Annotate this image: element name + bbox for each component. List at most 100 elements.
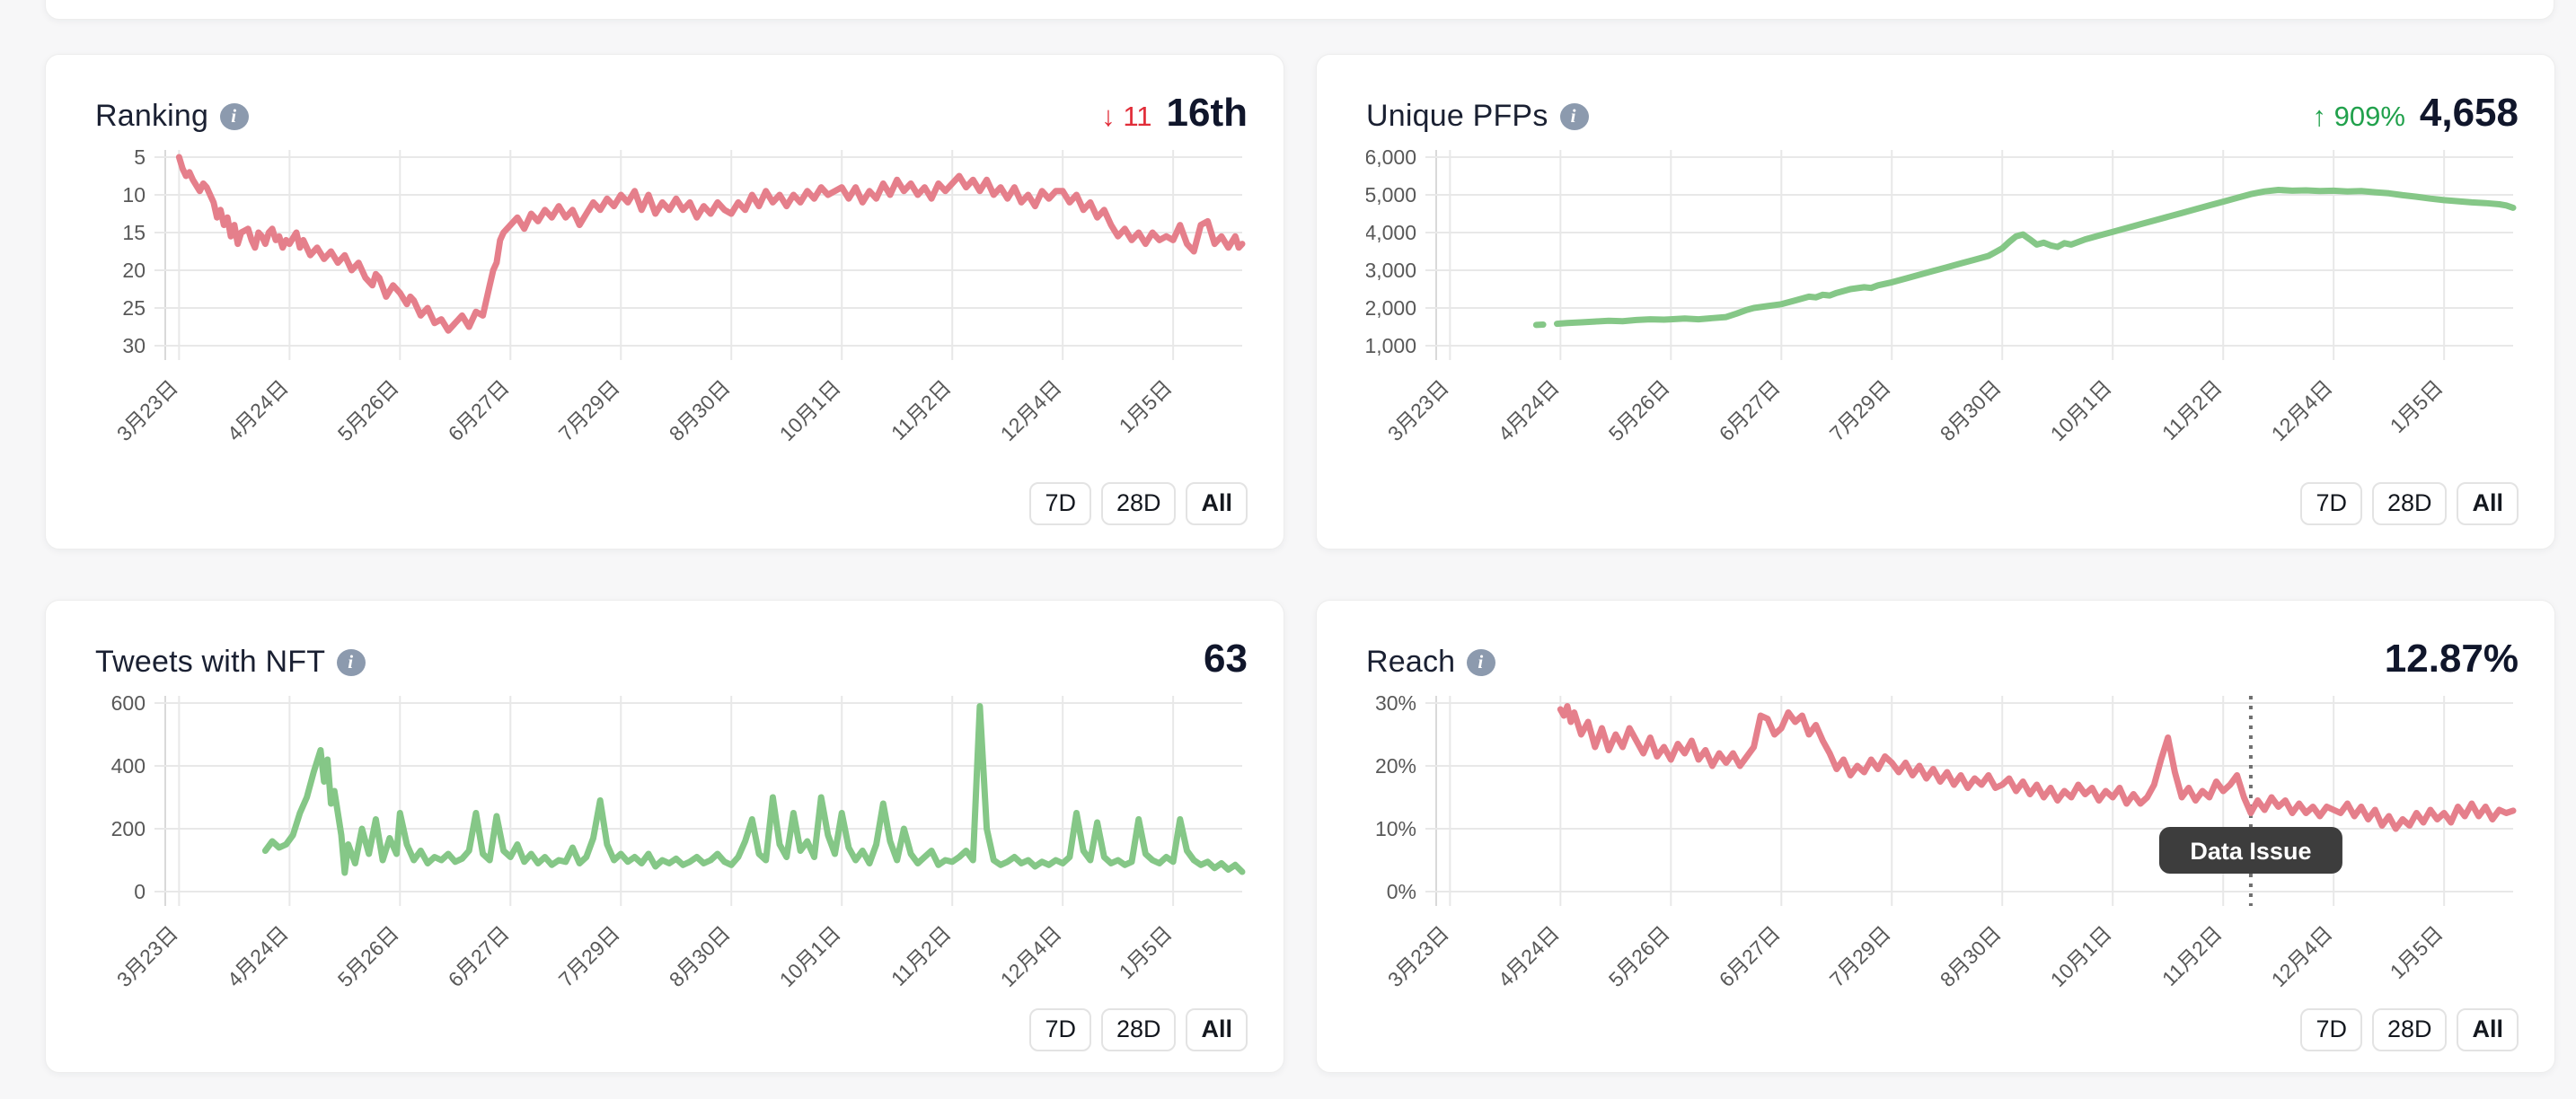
svg-text:30%: 30% [1375, 692, 1416, 715]
range-all-button[interactable]: All [1186, 1008, 1248, 1051]
unique-pfps-card: Unique PFPs ↑ 909% 4,658 3月23日 4月24日 5月26日… [1316, 54, 2555, 550]
svg-text:400: 400 [111, 754, 146, 778]
svg-text:5,000: 5,000 [1366, 183, 1416, 207]
svg-text:10: 10 [122, 183, 146, 207]
svg-text:1月5日: 1月5日 [2386, 921, 2448, 983]
range-all-button[interactable]: All [2457, 1008, 2519, 1051]
change-badge: ↓ 11 [1101, 101, 1152, 132]
svg-text:25: 25 [122, 296, 146, 320]
svg-text:10%: 10% [1375, 817, 1416, 840]
time-range-selector: 7D 28D All [2300, 1008, 2519, 1055]
svg-text:8月30日: 8月30日 [1936, 921, 2006, 991]
time-range-selector: 7D 28D All [1029, 482, 1248, 529]
reach-card: Reach 12.87% 3月23日 4月24日 5月26日 6月27日 7月29日 8月… [1316, 600, 2555, 1073]
info-icon[interactable] [1467, 648, 1496, 676]
svg-text:5月26日: 5月26日 [1604, 375, 1674, 445]
svg-text:600: 600 [111, 692, 146, 715]
svg-text:6月27日: 6月27日 [444, 375, 514, 445]
svg-text:10月1日: 10月1日 [775, 921, 845, 991]
svg-text:5月26日: 5月26日 [333, 375, 403, 445]
svg-text:3月23日: 3月23日 [1383, 375, 1453, 445]
svg-text:6月27日: 6月27日 [444, 921, 514, 991]
svg-text:20: 20 [122, 259, 146, 282]
range-7d-button[interactable]: 7D [2300, 1008, 2362, 1051]
ranking-card: Ranking ↓ 11 16th 3月23日 4月24日 5月26日 6月27日 7月… [45, 54, 1284, 550]
svg-text:5: 5 [134, 146, 146, 169]
svg-text:1月5日: 1月5日 [1115, 375, 1177, 437]
current-value: 63 [1204, 637, 1248, 681]
tweets-with-nft-card-header: Tweets with NFT 63 [95, 637, 1248, 681]
svg-text:3月23日: 3月23日 [1383, 921, 1453, 991]
info-icon[interactable] [220, 102, 250, 130]
current-value: 16th [1166, 91, 1248, 135]
unique-pfps-card-header: Unique PFPs ↑ 909% 4,658 [1366, 91, 2519, 136]
svg-text:10月1日: 10月1日 [2046, 921, 2116, 991]
svg-text:1,000: 1,000 [1366, 334, 1416, 357]
svg-text:30: 30 [122, 334, 146, 357]
range-7d-button[interactable]: 7D [2300, 482, 2362, 525]
reach-chart: 3月23日 4月24日 5月26日 6月27日 7月29日 8月30日 10月1日 11月2日… [1375, 692, 2517, 991]
range-28d-button[interactable]: 28D [2371, 1008, 2448, 1051]
current-value: 4,658 [2419, 91, 2519, 135]
svg-text:7月29日: 7月29日 [554, 375, 624, 445]
range-all-button[interactable]: All [1186, 482, 1248, 525]
previous-card-bottom-edge [45, 0, 2554, 20]
svg-text:1月5日: 1月5日 [1115, 921, 1177, 983]
svg-text:10月1日: 10月1日 [2046, 375, 2116, 445]
svg-text:20%: 20% [1375, 754, 1416, 778]
svg-text:200: 200 [111, 817, 146, 840]
range-28d-button[interactable]: 28D [2371, 482, 2448, 525]
tweets-with-nft-chart: 3月23日 4月24日 5月26日 6月27日 7月29日 8月30日 10月1日 11月2日… [111, 692, 1246, 991]
info-icon[interactable] [1559, 102, 1589, 130]
svg-text:0: 0 [134, 880, 146, 903]
svg-text:8月30日: 8月30日 [665, 375, 735, 445]
svg-text:11月2日: 11月2日 [887, 375, 956, 444]
svg-text:12月4日: 12月4日 [996, 375, 1066, 445]
svg-text:5月26日: 5月26日 [333, 921, 403, 991]
svg-text:3月23日: 3月23日 [112, 375, 182, 445]
svg-text:4月24日: 4月24日 [223, 375, 293, 445]
unique-pfps-chart: 3月23日 4月24日 5月26日 6月27日 7月29日 8月30日 10月1日 11月2日… [1366, 146, 2517, 445]
svg-text:12月4日: 12月4日 [996, 921, 1066, 991]
svg-text:12月4日: 12月4日 [2267, 921, 2337, 991]
svg-text:2,000: 2,000 [1366, 296, 1416, 320]
range-28d-button[interactable]: 28D [1100, 482, 1177, 525]
range-7d-button[interactable]: 7D [1029, 482, 1091, 525]
change-badge: ↑ 909% [2312, 101, 2405, 132]
ranking-title: Ranking [95, 99, 209, 133]
svg-text:11月2日: 11月2日 [2157, 375, 2227, 444]
svg-text:8月30日: 8月30日 [1936, 375, 2006, 445]
tweets-with-nft-title: Tweets with NFT [95, 645, 326, 679]
unique-pfps-title: Unique PFPs [1366, 99, 1548, 133]
svg-text:3,000: 3,000 [1366, 259, 1416, 282]
svg-text:7月29日: 7月29日 [1825, 375, 1895, 445]
svg-text:4月24日: 4月24日 [223, 921, 293, 991]
svg-text:7月29日: 7月29日 [1825, 921, 1895, 991]
svg-text:0%: 0% [1387, 880, 1416, 903]
reach-card-header: Reach 12.87% [1366, 637, 2519, 681]
svg-text:4月24日: 4月24日 [1494, 375, 1564, 445]
info-icon[interactable] [337, 648, 366, 676]
time-range-selector: 7D 28D All [2300, 482, 2519, 529]
svg-text:10月1日: 10月1日 [775, 375, 845, 445]
svg-text:4,000: 4,000 [1366, 221, 1416, 244]
ranking-card-header: Ranking ↓ 11 16th [95, 91, 1248, 136]
svg-text:6月27日: 6月27日 [1715, 375, 1785, 445]
metrics-grid: Ranking ↓ 11 16th 3月23日 4月24日 5月26日 6月27日 7月… [45, 54, 2555, 1073]
svg-text:3月23日: 3月23日 [112, 921, 182, 991]
current-value: 12.87% [2384, 637, 2519, 681]
reach-title: Reach [1366, 645, 1456, 679]
svg-text:5月26日: 5月26日 [1604, 921, 1674, 991]
range-28d-button[interactable]: 28D [1100, 1008, 1177, 1051]
range-7d-button[interactable]: 7D [1029, 1008, 1091, 1051]
tweets-with-nft-card: Tweets with NFT 63 3月23日 4月24日 5月26日 6月27日 7… [45, 600, 1284, 1073]
range-all-button[interactable]: All [2457, 482, 2519, 525]
time-range-selector: 7D 28D All [1029, 1008, 1248, 1055]
svg-text:Data Issue: Data Issue [2190, 838, 2311, 865]
svg-text:15: 15 [122, 221, 146, 244]
svg-text:11月2日: 11月2日 [887, 921, 956, 990]
svg-text:6,000: 6,000 [1366, 146, 1416, 169]
svg-text:11月2日: 11月2日 [2157, 921, 2227, 990]
svg-text:12月4日: 12月4日 [2267, 375, 2337, 445]
svg-text:8月30日: 8月30日 [665, 921, 735, 991]
